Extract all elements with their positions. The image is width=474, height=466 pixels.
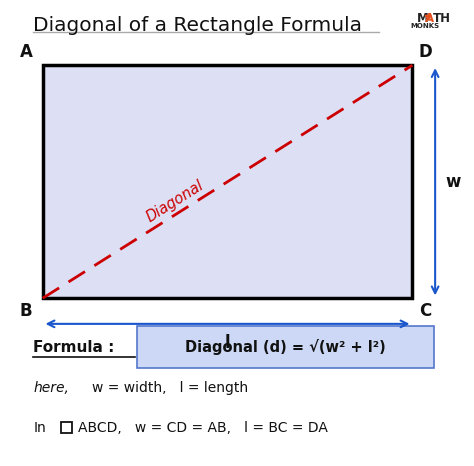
- Text: M: M: [417, 12, 429, 25]
- FancyBboxPatch shape: [137, 326, 434, 368]
- Text: Diagonal of a Rectangle Formula: Diagonal of a Rectangle Formula: [33, 16, 362, 35]
- Polygon shape: [425, 15, 431, 20]
- Text: Diagonal (d) = √(w² + l²): Diagonal (d) = √(w² + l²): [185, 339, 386, 355]
- Text: C: C: [419, 302, 432, 320]
- Text: here,: here,: [33, 381, 69, 395]
- Text: In: In: [33, 421, 46, 435]
- Bar: [43, 65, 412, 298]
- Text: D: D: [419, 43, 433, 61]
- Text: w = width,   l = length: w = width, l = length: [92, 381, 248, 395]
- Text: B: B: [20, 302, 32, 320]
- Text: Formula :: Formula :: [33, 340, 115, 355]
- Text: A: A: [19, 43, 33, 61]
- Bar: [61, 422, 72, 433]
- Text: Diagonal: Diagonal: [144, 178, 207, 225]
- Text: A: A: [425, 12, 434, 25]
- Text: MONKS: MONKS: [410, 23, 440, 29]
- Text: w: w: [446, 173, 461, 191]
- Text: TH: TH: [433, 12, 451, 25]
- Text: ABCD,   w = CD = AB,   l = BC = DA: ABCD, w = CD = AB, l = BC = DA: [78, 421, 328, 435]
- Text: l: l: [225, 334, 230, 352]
